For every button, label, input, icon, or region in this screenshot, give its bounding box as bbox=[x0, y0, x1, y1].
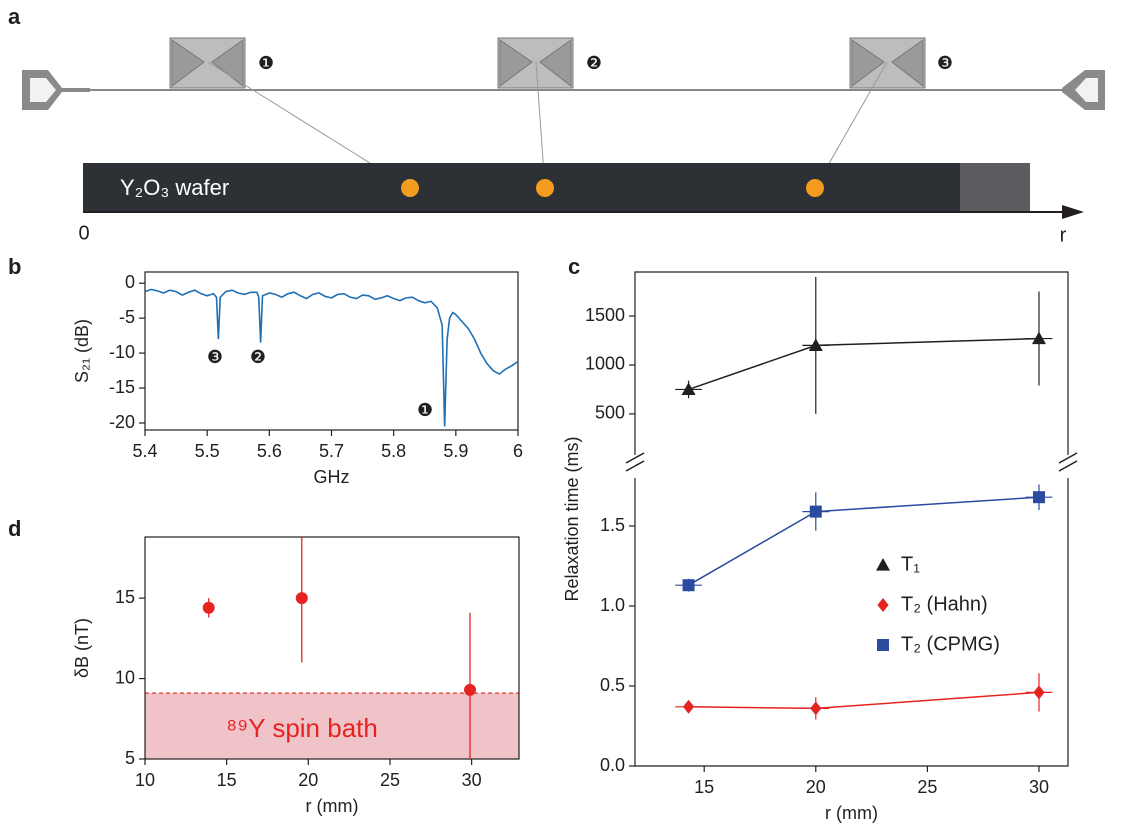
marker bbox=[1033, 685, 1045, 700]
annotation: ❶ bbox=[417, 400, 433, 420]
marker bbox=[876, 558, 890, 571]
marker bbox=[464, 683, 477, 696]
x-tick-label: 5.7 bbox=[319, 441, 344, 461]
plot-frame bbox=[144, 536, 520, 760]
y-tick-label: -5 bbox=[119, 307, 135, 327]
wafer-edge bbox=[960, 163, 1030, 212]
marker bbox=[1031, 331, 1046, 345]
band-label: ⁸⁹Y spin bath bbox=[226, 713, 378, 743]
x-tick-label: 20 bbox=[298, 770, 318, 790]
y-tick-label: -10 bbox=[109, 342, 135, 362]
x-tick-label: 5.4 bbox=[132, 441, 157, 461]
x-tick-label: 20 bbox=[806, 777, 826, 797]
marker bbox=[681, 382, 696, 396]
x-axis-label: r (mm) bbox=[825, 803, 878, 823]
legend-label: T₁ bbox=[901, 553, 920, 575]
axis-break bbox=[1058, 460, 1078, 472]
x-tick-label: 30 bbox=[462, 770, 482, 790]
resonator-marker: ❶ bbox=[258, 53, 274, 73]
y-tick-label: 1.0 bbox=[600, 595, 625, 615]
band bbox=[145, 693, 519, 759]
legend-label: T₂ (CPMG) bbox=[901, 633, 1000, 655]
x-axis-label: r (mm) bbox=[306, 796, 359, 816]
y-tick-label: 0.0 bbox=[600, 755, 625, 775]
annotation: ❸ bbox=[207, 347, 223, 367]
panel-label: d bbox=[8, 516, 21, 541]
x-tick-label: 5.9 bbox=[443, 441, 468, 461]
marker bbox=[295, 592, 308, 605]
y-tick-label: 0 bbox=[125, 272, 135, 292]
marker bbox=[877, 639, 889, 651]
y-tick-label: 1500 bbox=[585, 305, 625, 325]
x-tick-label: 30 bbox=[1029, 777, 1049, 797]
panel-label: b bbox=[8, 254, 21, 279]
r-label: r bbox=[1060, 224, 1067, 246]
y-tick-label: -15 bbox=[109, 377, 135, 397]
y-tick-label: 500 bbox=[595, 403, 625, 423]
wafer bbox=[83, 163, 1030, 212]
right-pad-inner bbox=[1075, 78, 1098, 102]
positions bbox=[401, 179, 824, 197]
y-axis-label: δB (nT) bbox=[72, 618, 92, 678]
x-tick-label: 5.8 bbox=[381, 441, 406, 461]
trace bbox=[144, 288, 519, 427]
x-tick-label: 6 bbox=[513, 441, 523, 461]
r-arrow bbox=[1062, 205, 1084, 219]
panel-label: a bbox=[8, 4, 21, 29]
x-tick-label: 25 bbox=[917, 777, 937, 797]
series-line bbox=[688, 337, 1040, 391]
y-axis-label: S₂₁ (dB) bbox=[72, 319, 92, 383]
marker bbox=[682, 579, 695, 592]
resonator-marker: ❸ bbox=[937, 53, 953, 73]
x-tick-label: 25 bbox=[380, 770, 400, 790]
y-tick-label: 15 bbox=[115, 587, 135, 607]
marker bbox=[1032, 491, 1045, 504]
resonator-marker: ❷ bbox=[586, 53, 602, 73]
plot-frame bbox=[144, 271, 519, 431]
annotation: ❷ bbox=[250, 347, 266, 367]
series-line bbox=[688, 496, 1040, 586]
x-tick-label: 15 bbox=[217, 770, 237, 790]
plot-frame bbox=[634, 271, 1069, 767]
y-tick-label: 10 bbox=[115, 667, 135, 687]
y-tick-label: 5 bbox=[125, 748, 135, 768]
x-tick-label: 5.5 bbox=[195, 441, 220, 461]
marker bbox=[202, 601, 215, 614]
origin-label: 0 bbox=[78, 222, 89, 244]
resonators bbox=[169, 37, 926, 89]
marker bbox=[808, 338, 823, 351]
x-tick-label: 15 bbox=[694, 777, 714, 797]
y-tick-label: 1000 bbox=[585, 354, 625, 374]
axis-break bbox=[625, 452, 645, 464]
left-pad-inner bbox=[30, 78, 56, 102]
panel-label: c bbox=[568, 254, 580, 279]
marker bbox=[877, 598, 889, 612]
x-axis-label: GHz bbox=[314, 467, 350, 487]
y-axis-label: Relaxation time (ms) bbox=[562, 436, 582, 601]
series-line bbox=[688, 691, 1040, 710]
marker bbox=[809, 505, 822, 518]
x-tick-label: 10 bbox=[135, 770, 155, 790]
axis-break bbox=[625, 460, 645, 472]
axis-break bbox=[1058, 452, 1078, 464]
device-drawing bbox=[22, 37, 1105, 219]
marker bbox=[682, 699, 695, 714]
y-tick-label: 1.5 bbox=[600, 515, 625, 535]
marker bbox=[810, 701, 822, 716]
wafer-label: Y₂O₃ wafer bbox=[120, 175, 229, 200]
legend-label: T₂ (Hahn) bbox=[901, 593, 988, 615]
y-tick-label: 0.5 bbox=[600, 675, 625, 695]
x-tick-label: 5.6 bbox=[257, 441, 282, 461]
y-tick-label: -20 bbox=[109, 412, 135, 432]
